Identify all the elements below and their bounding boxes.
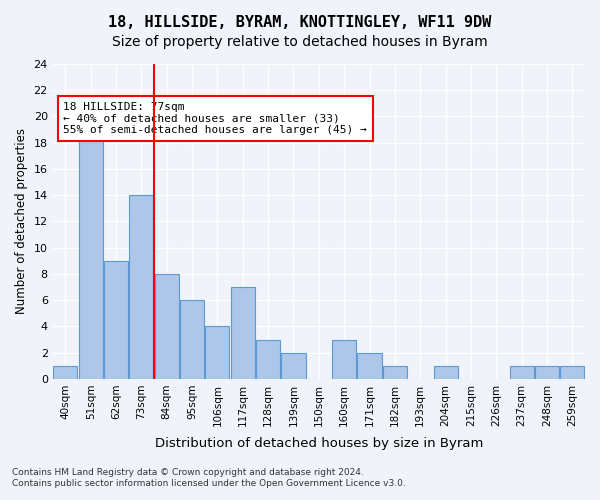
Bar xyxy=(281,352,305,379)
Bar xyxy=(205,326,229,379)
Bar xyxy=(332,340,356,379)
Bar xyxy=(509,366,533,379)
Bar xyxy=(535,366,559,379)
Bar xyxy=(256,340,280,379)
Y-axis label: Number of detached properties: Number of detached properties xyxy=(15,128,28,314)
Bar xyxy=(231,287,255,379)
Bar xyxy=(358,352,382,379)
Text: Contains HM Land Registry data © Crown copyright and database right 2024.
Contai: Contains HM Land Registry data © Crown c… xyxy=(12,468,406,487)
X-axis label: Distribution of detached houses by size in Byram: Distribution of detached houses by size … xyxy=(155,437,483,450)
Bar xyxy=(53,366,77,379)
Text: 18, HILLSIDE, BYRAM, KNOTTINGLEY, WF11 9DW: 18, HILLSIDE, BYRAM, KNOTTINGLEY, WF11 9… xyxy=(109,15,491,30)
Bar xyxy=(180,300,204,379)
Bar xyxy=(155,274,179,379)
Text: Size of property relative to detached houses in Byram: Size of property relative to detached ho… xyxy=(112,35,488,49)
Bar xyxy=(383,366,407,379)
Bar xyxy=(104,261,128,379)
Bar xyxy=(130,195,154,379)
Text: 18 HILLSIDE: 77sqm
← 40% of detached houses are smaller (33)
55% of semi-detache: 18 HILLSIDE: 77sqm ← 40% of detached hou… xyxy=(64,102,367,135)
Bar xyxy=(434,366,458,379)
Bar xyxy=(560,366,584,379)
Bar xyxy=(79,116,103,379)
